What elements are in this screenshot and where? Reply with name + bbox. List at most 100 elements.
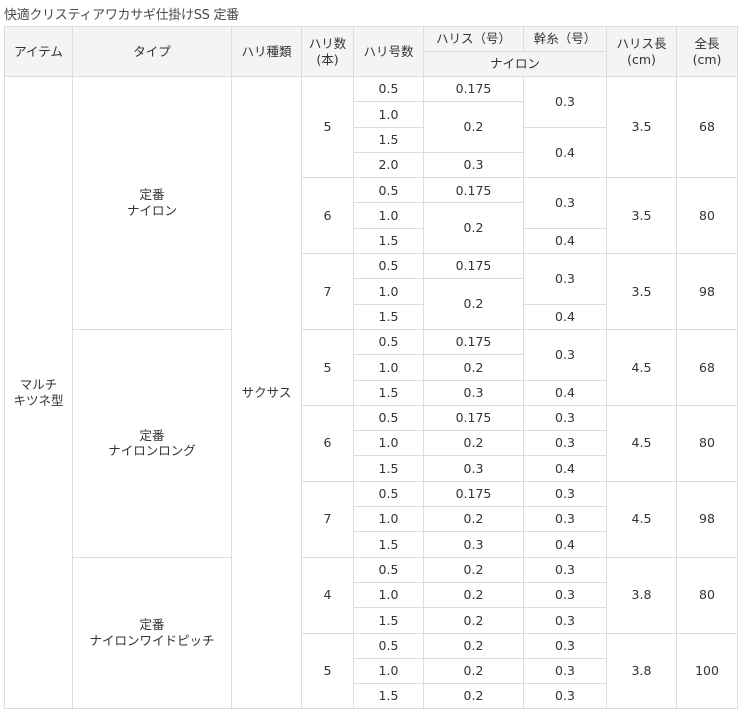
mikiito-cell: 0.3 bbox=[523, 480, 607, 508]
harisu-cell: 0.175 bbox=[423, 404, 524, 432]
hook-size-cell: 0.5 bbox=[353, 253, 424, 280]
mikiito-cell: 0.3 bbox=[523, 177, 607, 229]
hook-size-cell: 1.5 bbox=[353, 126, 424, 153]
table-row: 1.0 0.2 0.3 bbox=[5, 506, 738, 533]
mikiito-cell: 0.3 bbox=[523, 328, 607, 381]
mikiito-cell: 0.4 bbox=[523, 455, 607, 482]
table-row: 6 0.5 0.175 0.3 3.5 80 bbox=[5, 177, 738, 255]
table-row: 1.5 0.3 0.4 bbox=[5, 455, 738, 482]
harisu-length-cell: 4.5 bbox=[606, 328, 677, 406]
hook-size-cell: 0.5 bbox=[353, 480, 424, 508]
table-row: 1.0 0.2 bbox=[5, 278, 738, 330]
type-cell: 定番 ナイロンワイドピッチ bbox=[72, 556, 232, 710]
harisu-length-cell: 3.5 bbox=[606, 253, 677, 330]
hook-size-cell: 0.5 bbox=[353, 75, 424, 103]
mikiito-cell: 0.3 bbox=[523, 632, 607, 659]
hook-size-cell: 1.5 bbox=[353, 303, 424, 330]
table-row: 6 0.5 0.175 0.3 4.5 80 bbox=[5, 404, 738, 482]
table-row: 1.5 0.2 0.3 bbox=[5, 607, 738, 634]
mikiito-cell: 0.4 bbox=[523, 227, 607, 255]
harisu-length-cell: 3.8 bbox=[606, 632, 677, 710]
total-length-cell: 80 bbox=[676, 556, 738, 634]
harisu-cell: 0.3 bbox=[423, 379, 524, 406]
harisu-cell: 0.2 bbox=[423, 657, 524, 685]
mikiito-cell: 0.3 bbox=[523, 581, 607, 609]
hook-count-cell: 5 bbox=[301, 75, 354, 179]
mikiito-cell: 0.3 bbox=[523, 607, 607, 634]
hook-size-cell: 1.0 bbox=[353, 354, 424, 381]
harisu-cell: 0.3 bbox=[423, 531, 524, 558]
type-line1: 定番 bbox=[139, 617, 165, 633]
harisu-length-cell: 4.5 bbox=[606, 480, 677, 558]
page-title: 快適クリスティアワカサギ仕掛けSS 定番 bbox=[4, 8, 239, 23]
table-row: 1.0 0.2 bbox=[5, 202, 738, 255]
mikiito-cell: 0.3 bbox=[523, 683, 607, 710]
table-row: 7 0.5 0.175 0.3 4.5 98 bbox=[5, 480, 738, 558]
type-line2: ナイロンワイドピッチ bbox=[89, 633, 215, 649]
harisu-cell: 0.2 bbox=[423, 101, 524, 153]
type-line1: 定番 bbox=[139, 187, 165, 203]
header-mikiito: 幹糸（号） bbox=[523, 26, 607, 52]
header-harisu-length-unit: (cm) bbox=[627, 51, 656, 67]
spec-table: アイテム タイプ ハリ種類 ハリ数 (本) ハリ号数 ハリス（号） 幹糸（号） ハ… bbox=[4, 26, 738, 710]
header-hook-count: ハリ数 (本) bbox=[301, 26, 354, 77]
header-hook-count-unit: (本) bbox=[316, 51, 339, 67]
mikiito-cell: 0.3 bbox=[523, 253, 607, 305]
harisu-cell: 0.175 bbox=[423, 480, 524, 508]
table-row: 1.0 0.2 0.3 bbox=[5, 430, 738, 457]
total-length-cell: 68 bbox=[676, 328, 738, 406]
type-cell: 定番 ナイロン bbox=[72, 76, 232, 330]
mikiito-cell: 0.3 bbox=[523, 404, 607, 432]
hook-size-cell: 1.5 bbox=[353, 607, 424, 634]
table-row: マルチ キツネ型 定番 ナイロン サクサス 5 0.5 0.175 0.3 3.5 68 bbox=[4, 75, 738, 710]
harisu-cell: 0.2 bbox=[423, 556, 524, 583]
hook-count-cell: 7 bbox=[301, 480, 354, 558]
hook-count-cell: 7 bbox=[301, 253, 354, 330]
hook-size-cell: 1.0 bbox=[353, 278, 424, 305]
harisu-length-cell: 3.5 bbox=[606, 75, 677, 179]
harisu-cell: 0.2 bbox=[423, 632, 524, 659]
item-line1: マルチ bbox=[19, 377, 58, 393]
total-length-cell: 100 bbox=[676, 632, 738, 710]
hook-size-cell: 1.0 bbox=[353, 101, 424, 128]
harisu-cell: 0.175 bbox=[423, 177, 524, 204]
table-header: アイテム タイプ ハリ種類 ハリ数 (本) ハリ号数 ハリス（号） 幹糸（号） ハ… bbox=[4, 26, 738, 77]
table-row: 2.0 0.3 bbox=[5, 151, 738, 179]
table-row: 1.5 0.2 0.3 bbox=[5, 683, 738, 710]
header-total-length-label: 全長 bbox=[694, 35, 720, 51]
table-row: 1.5 0.3 0.4 bbox=[5, 379, 738, 406]
hook-size-cell: 2.0 bbox=[353, 151, 424, 179]
header-hook-size: ハリ号数 bbox=[353, 26, 424, 77]
table-row: 定番 ナイロンロング 5 0.5 0.175 0.3 4.5 68 bbox=[5, 328, 738, 558]
hook-count-cell: 6 bbox=[301, 404, 354, 482]
hook-size-cell: 1.0 bbox=[353, 581, 424, 609]
type-line2: ナイロン bbox=[126, 202, 177, 218]
item-cell: マルチ キツネ型 bbox=[4, 75, 73, 710]
mikiito-cell: 0.4 bbox=[523, 126, 607, 179]
mikiito-cell: 0.3 bbox=[523, 430, 607, 457]
table-body: マルチ キツネ型 定番 ナイロン サクサス 5 0.5 0.175 0.3 3.5 68 1.0 0.2… bbox=[4, 75, 738, 710]
table-row: 7 0.5 0.175 0.3 3.5 98 bbox=[5, 253, 738, 330]
type-line1: 定番 bbox=[139, 427, 165, 443]
total-length-cell: 98 bbox=[676, 253, 738, 330]
hook-count-cell: 5 bbox=[301, 632, 354, 710]
mikiito-cell: 0.3 bbox=[523, 657, 607, 685]
header-total-length-unit: (cm) bbox=[692, 51, 722, 67]
harisu-cell: 0.2 bbox=[423, 202, 524, 255]
table-row: 1.0 0.2 0.3 bbox=[5, 581, 738, 609]
total-length-cell: 68 bbox=[676, 75, 738, 179]
item-line2: キツネ型 bbox=[13, 392, 64, 408]
harisu-cell: 0.175 bbox=[423, 253, 524, 280]
header-harisu: ハリス（号） bbox=[423, 26, 524, 52]
harisu-cell: 0.2 bbox=[423, 581, 524, 609]
hook-size-cell: 0.5 bbox=[353, 404, 424, 432]
mikiito-cell: 0.4 bbox=[523, 303, 607, 330]
total-length-cell: 80 bbox=[676, 177, 738, 255]
table-row: 1.0 0.2 bbox=[5, 354, 738, 381]
total-length-cell: 98 bbox=[676, 480, 738, 558]
hook-size-cell: 1.0 bbox=[353, 657, 424, 685]
hook-count-cell: 5 bbox=[301, 328, 354, 406]
mikiito-cell: 0.3 bbox=[523, 506, 607, 533]
table-row: 1.5 0.3 0.4 bbox=[5, 531, 738, 558]
